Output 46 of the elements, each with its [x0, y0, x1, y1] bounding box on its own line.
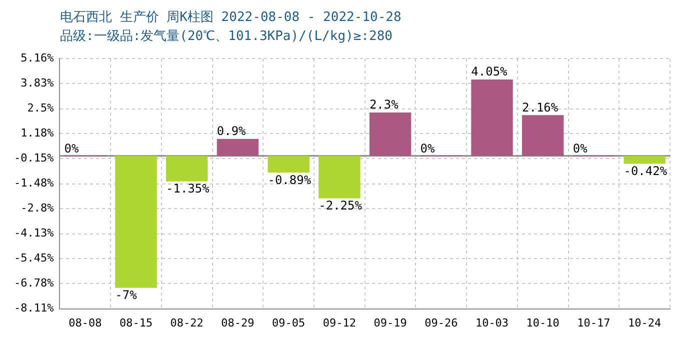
y-tick-label: -6.78% [14, 276, 54, 290]
data-label: 2.3% [369, 98, 400, 112]
y-tick-label: -0.15% [14, 152, 54, 165]
bar [268, 156, 310, 173]
data-label: -2.25% [318, 198, 363, 212]
x-tick-label: 10-10 [526, 316, 560, 330]
chart-subtitle: 品级:一级品:发气量(20℃、101.3KPa)/(L/kg)≥:280 [59, 28, 394, 46]
bar [216, 138, 259, 156]
x-tick-label: 08-15 [119, 316, 153, 330]
x-tick-label: 08-08 [68, 316, 102, 330]
y-tick-label: 1.18% [20, 126, 54, 140]
data-label: 0% [572, 142, 588, 156]
x-tick-label: 10-24 [628, 316, 662, 330]
data-label: -7% [115, 288, 138, 302]
bar [624, 156, 666, 164]
y-tick-label: 5.16% [20, 51, 54, 64]
y-tick-label: -2.8% [20, 202, 54, 215]
x-tick-label: 09-26 [424, 316, 458, 330]
data-label: 0% [420, 142, 436, 156]
bar [471, 80, 513, 156]
y-tick-label: 3.83% [20, 76, 54, 90]
bar [318, 156, 360, 198]
y-tick-label: 2.5% [27, 102, 54, 115]
data-label: 2.16% [522, 100, 559, 114]
bar [522, 115, 564, 156]
x-tick-label: 10-17 [577, 316, 610, 330]
bar [369, 112, 412, 156]
data-label: 4.05% [471, 64, 508, 79]
x-tick-label: 08-29 [221, 316, 254, 330]
data-label: -0.89% [268, 172, 312, 187]
x-tick-label: 09-05 [272, 316, 306, 330]
data-label: -1.35% [166, 181, 210, 196]
bar [115, 156, 157, 288]
y-tick-label: -5.45% [14, 252, 54, 265]
y-tick-label: -4.13% [14, 226, 54, 240]
x-tick-label: 08-22 [170, 316, 204, 330]
data-label: 0.9% [216, 124, 247, 138]
y-tick-label: -8.11% [14, 302, 54, 315]
y-tick-label: -1.48% [14, 176, 54, 190]
x-tick-label: 10-03 [475, 316, 509, 330]
bar [166, 156, 208, 182]
data-label: 0% [64, 142, 80, 156]
x-tick-label: 09-12 [322, 316, 356, 330]
x-tick-label: 09-19 [374, 316, 407, 330]
data-label: -0.42% [624, 164, 668, 178]
chart-title: 电石西北 生产价 周K柱图 2022-08-08 - 2022-10-28 [59, 9, 402, 27]
